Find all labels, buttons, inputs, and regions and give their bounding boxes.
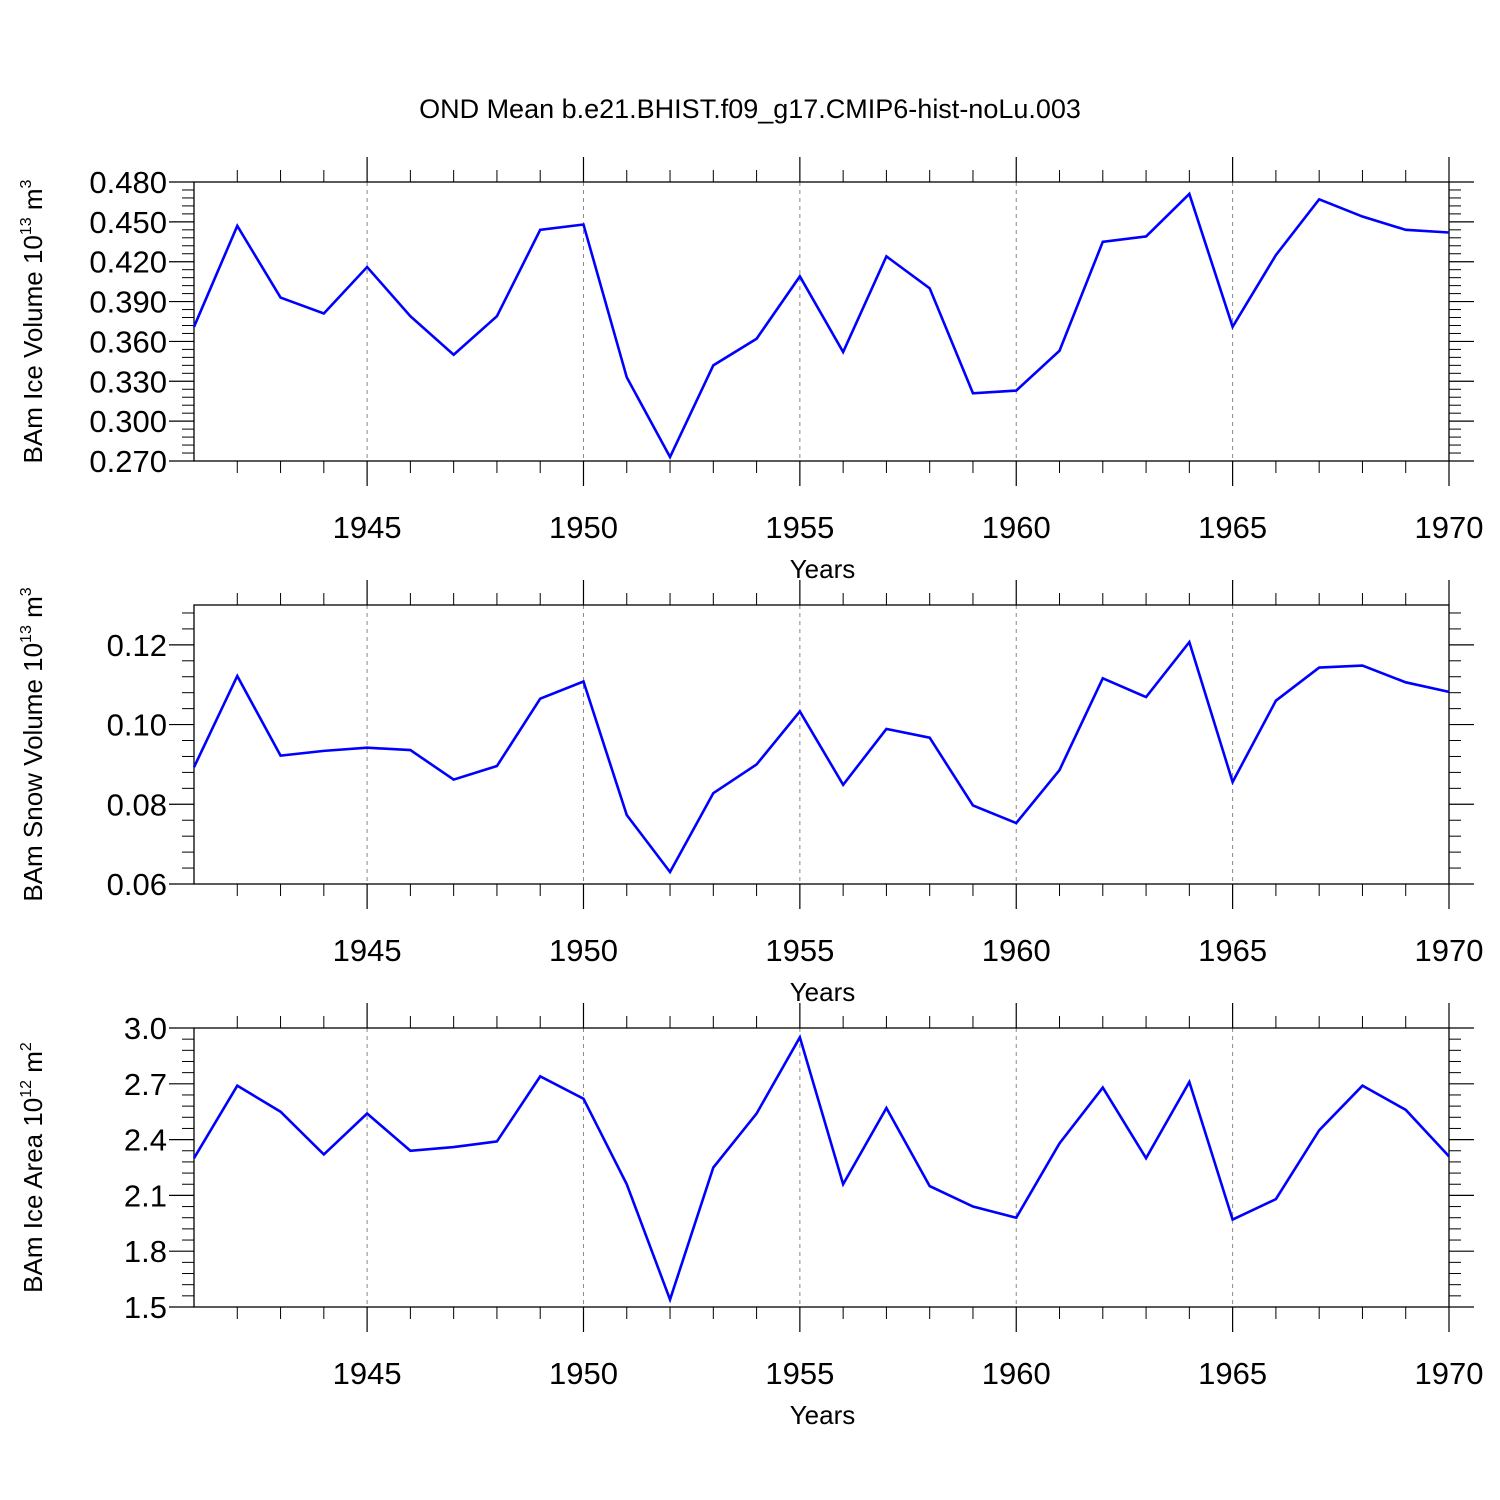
y-axis-label: BAm Ice Area 1012 m2 (18, 1042, 48, 1293)
series-line (192, 1033, 1450, 1304)
y-tick-label: 0.390 (89, 285, 167, 320)
y-tick-label: 0.12 (107, 628, 167, 663)
x-tick-label: 1960 (982, 1356, 1051, 1391)
y-axis-label-unit-exponent: 3 (18, 587, 35, 596)
x-tick-label: 1950 (549, 510, 618, 545)
x-tick-label: 1965 (1198, 510, 1267, 545)
y-tick-label: 0.300 (89, 404, 167, 439)
y-tick-label: 2.7 (124, 1067, 167, 1102)
y-axis-label-exponent: 13 (18, 217, 35, 235)
y-tick-label: 0.08 (107, 787, 167, 822)
y-axis-label-text: BAm Ice Volume 10 (18, 235, 48, 463)
x-tick-label: 1945 (333, 1356, 402, 1391)
y-axis-label-unit: m (18, 1051, 48, 1080)
y-axis-label: BAm Snow Volume 1013 m3 (18, 587, 48, 901)
y-tick-label: 0.450 (89, 205, 167, 240)
y-axis-label-exponent: 12 (18, 1080, 35, 1098)
x-tick-label: 1945 (333, 510, 402, 545)
y-tick-label: 0.360 (89, 324, 167, 359)
y-tick-label: 0.10 (107, 708, 167, 743)
x-tick-label: 1955 (765, 510, 834, 545)
x-tick-label: 1965 (1198, 1356, 1267, 1391)
series-line (192, 639, 1450, 875)
y-axis-label-unit: m (18, 596, 48, 625)
x-axis-label: Years (790, 554, 856, 584)
x-tick-label: 1970 (1415, 933, 1484, 968)
y-tick-label: 1.5 (124, 1290, 167, 1325)
y-tick-label: 0.06 (107, 867, 167, 902)
x-tick-label: 1970 (1415, 1356, 1484, 1391)
figure-title: OND Mean b.e21.BHIST.f09_g17.CMIP6-hist-… (419, 94, 1081, 124)
x-tick-label: 1950 (549, 933, 618, 968)
series-line (192, 191, 1450, 460)
y-tick-label: 2.1 (124, 1178, 167, 1213)
x-tick-label: 1965 (1198, 933, 1267, 968)
y-axis-label-exponent: 13 (18, 625, 35, 643)
plot-frame (193, 181, 1450, 462)
y-axis-label: BAm Ice Volume 1013 m3 (18, 179, 48, 463)
x-tick-label: 1955 (765, 1356, 834, 1391)
x-tick-label: 1960 (982, 933, 1051, 968)
y-tick-label: 1.8 (124, 1234, 167, 1269)
x-tick-label: 1970 (1415, 510, 1484, 545)
y-axis-label-unit: m (18, 188, 48, 217)
plot-frame (193, 1027, 1450, 1308)
y-tick-label: 0.480 (89, 165, 167, 200)
y-axis-label-text: BAm Ice Area 10 (18, 1098, 48, 1293)
y-tick-label: 2.4 (124, 1123, 167, 1158)
x-axis-label: Years (790, 1400, 856, 1430)
y-tick-label: 0.330 (89, 364, 167, 399)
chart-panel-1: 0.270 0.300 0.330 0.360 0.390 0.420 0.450 0.480… (18, 157, 1483, 584)
plot-frame (193, 604, 1450, 885)
chart-panel-2: 0.06 0.08 0.10 0.12 1945 1950 1955 1960 1965 1970… (18, 580, 1483, 1007)
x-tick-label: 1955 (765, 933, 834, 968)
y-axis-label-text: BAm Snow Volume 10 (18, 643, 48, 902)
x-tick-label: 1945 (333, 933, 402, 968)
y-axis-label-unit-exponent: 2 (18, 1042, 35, 1051)
panels: 0.270 0.300 0.330 0.360 0.390 0.420 0.450 0.480… (18, 157, 1483, 1430)
y-tick-label: 0.270 (89, 444, 167, 479)
chart-panel-3: 1.5 1.8 2.1 2.4 2.7 3.0 1945 1950 1955 1960 1965 19… (18, 1003, 1483, 1430)
y-axis-label-unit-exponent: 3 (18, 179, 35, 188)
y-tick-label: 0.420 (89, 245, 167, 280)
y-tick-label: 3.0 (124, 1011, 167, 1046)
x-tick-label: 1950 (549, 1356, 618, 1391)
x-axis-label: Years (790, 977, 856, 1007)
x-tick-label: 1960 (982, 510, 1051, 545)
